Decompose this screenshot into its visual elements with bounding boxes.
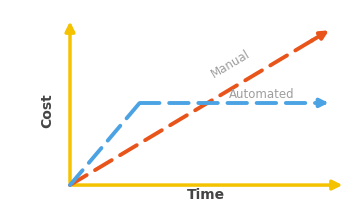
Text: Automated: Automated xyxy=(229,88,294,101)
Text: Time: Time xyxy=(187,187,225,202)
Text: Cost: Cost xyxy=(40,94,54,128)
Text: Manual: Manual xyxy=(209,48,252,81)
